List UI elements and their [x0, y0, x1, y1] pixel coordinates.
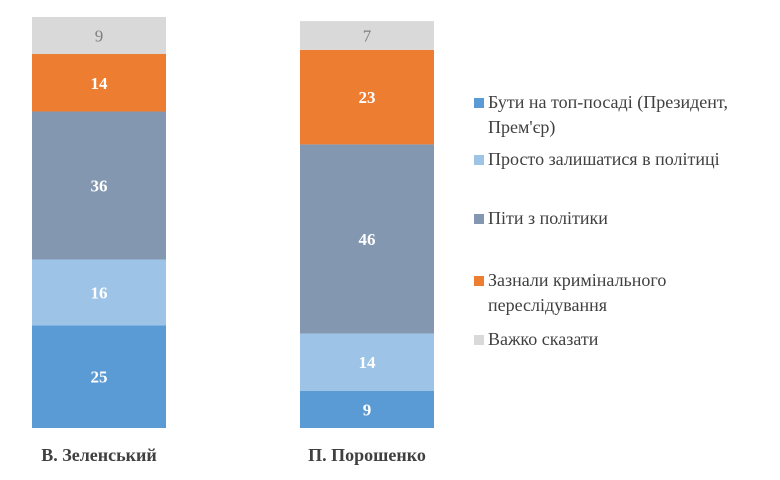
bar-segment — [300, 21, 434, 50]
data-label: 25 — [91, 368, 108, 387]
bar-segment — [300, 49, 434, 145]
bar-segment — [300, 391, 434, 428]
data-label: 9 — [363, 401, 372, 420]
legend-label: Зазнали кримінального переслідування — [488, 270, 667, 315]
bar-segment — [32, 325, 166, 428]
bar-segment — [32, 53, 166, 112]
bar-segment — [32, 259, 166, 326]
legend-label: Піти з політики — [488, 208, 608, 228]
bar-segment — [32, 17, 166, 54]
data-label: 14 — [359, 353, 377, 372]
legend-label: Бути на топ-посаді (Президент, Прем'єр) — [488, 92, 728, 137]
legend-swatch — [474, 276, 484, 286]
data-label: 7 — [363, 26, 372, 45]
legend-swatch — [474, 98, 484, 108]
legend-label: Важко сказати — [488, 329, 599, 349]
legend-swatch — [474, 214, 484, 224]
data-label: 36 — [91, 177, 108, 196]
bar-segment — [300, 333, 434, 392]
data-label: 14 — [91, 74, 109, 93]
data-label: 23 — [359, 88, 376, 107]
bar-segment — [300, 144, 434, 334]
legend-swatch — [474, 155, 484, 165]
data-label: 9 — [95, 26, 104, 45]
legend-label: Просто залишатися в політиці — [488, 149, 720, 169]
data-label: 16 — [91, 283, 108, 302]
category-label: П. Порошенко — [308, 445, 426, 465]
legend-item-hard-to-say: Важко сказати — [474, 327, 780, 352]
legend-swatch — [474, 335, 484, 345]
category-label: В. Зеленський — [41, 445, 157, 465]
legend-item-top-post: Бути на топ-посаді (Президент, Прем'єр) — [474, 90, 780, 140]
legend-item-leave: Піти з політики — [474, 206, 780, 231]
bar-segment — [32, 111, 166, 260]
legend-item-stay: Просто залишатися в політиці — [474, 147, 780, 172]
data-label: 46 — [359, 230, 376, 249]
legend-item-prosecution: Зазнали кримінального переслідування — [474, 268, 718, 318]
